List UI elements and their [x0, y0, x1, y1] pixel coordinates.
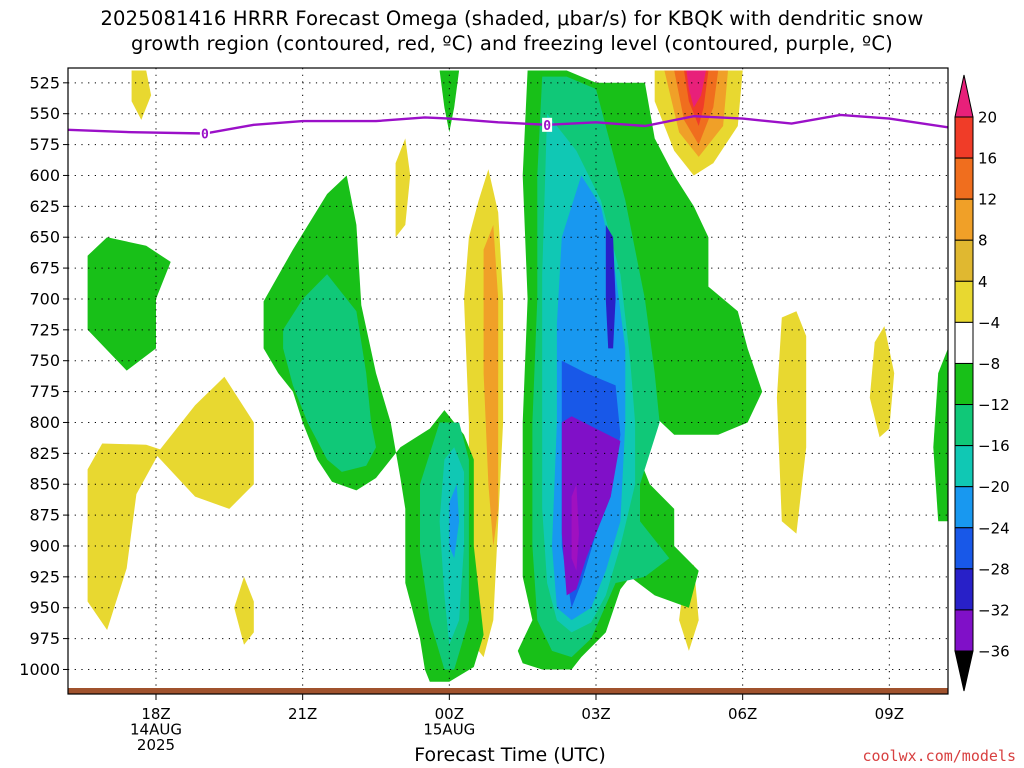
colorbar-box-9 [954, 486, 974, 529]
title-line-2: growth region (contoured, red, ºC) and f… [131, 32, 893, 55]
x-tick-label-18Z-0: 18Z [141, 705, 170, 723]
omega-area-pos4-c [156, 376, 254, 509]
y-tick-label-725: 725 [29, 320, 60, 339]
freezing-label-0: 0 [201, 127, 209, 142]
title-line-1: 2025081416 HRRR Forecast Omega (shaded, … [100, 7, 924, 30]
colorbar-box-2 [954, 198, 974, 241]
colorbar-bottom-triangle [954, 650, 974, 692]
freezing-label-bg-1 [542, 117, 553, 132]
colorbar-label-9: −20 [978, 478, 1010, 496]
x-tick-label-00Z-1: 15AUG [423, 721, 475, 739]
freezing-label-1: 0 [543, 119, 551, 134]
omega-area-neg32-e [571, 484, 579, 571]
x-tick-label-21Z-0: 21Z [288, 705, 317, 723]
omega-area-pos4-d [234, 576, 254, 645]
colorbar-box-8 [954, 445, 974, 488]
omega-area-pos4-j [869, 326, 895, 438]
x-tick-label-00Z-0: 00Z [435, 705, 464, 723]
pressure-gridlines [68, 68, 948, 688]
colorbar-box-5 [954, 321, 974, 364]
y-tick-label-750: 750 [29, 351, 60, 370]
y-tick-label-550: 550 [29, 104, 60, 123]
colorbar-label-4: 4 [978, 273, 988, 291]
colorbar-label-1: 16 [978, 150, 997, 168]
colorbar-box-3 [954, 239, 974, 282]
omega-area-neg24-e [605, 224, 616, 349]
colorbar-box-4 [954, 280, 974, 323]
y-tick-label-650: 650 [29, 228, 60, 247]
x-tick-label-18Z-2: 2025 [137, 736, 175, 754]
colorbar-label-5: −4 [978, 314, 1000, 332]
colorbar-top-triangle [954, 74, 974, 118]
colorbar-box-6 [954, 362, 974, 406]
freezing-label-bg-0 [199, 126, 210, 141]
freezing-level-contour: 00 [68, 113, 948, 142]
x-tick-label-18Z-1: 14AUG [130, 721, 182, 739]
colorbar-label-2: 12 [978, 191, 997, 209]
pressure-axis: 525 550 575 600 625 650 675 700 725 750 775 800 825 8… [19, 73, 68, 679]
y-tick-label-600: 600 [29, 166, 60, 185]
omega-area-neg4-a [87, 237, 171, 371]
source-credit: coolwx.com/models [862, 747, 1016, 765]
colorbar-label-8: −16 [978, 437, 1010, 455]
y-tick-label-900: 900 [29, 536, 60, 555]
colorbar-box-0 [954, 116, 974, 159]
colorbar-label-10: −24 [978, 519, 1010, 537]
colorbar-label-0: 20 [978, 109, 997, 127]
y-tick-label-950: 950 [29, 598, 60, 617]
omega-area-pos4-i [776, 311, 807, 534]
y-tick-label-700: 700 [29, 289, 60, 308]
y-tick-label-575: 575 [29, 135, 60, 154]
omega-shading [87, 70, 948, 682]
omega-area-pos20-g [686, 70, 706, 108]
colorbar-label-11: −28 [978, 560, 1010, 578]
colorbar-label-13: −36 [978, 643, 1010, 661]
y-tick-label-1000: 1000 [19, 660, 60, 679]
y-tick-label-975: 975 [29, 629, 60, 648]
omega-area-pos8-f [483, 224, 499, 546]
y-tick-label-675: 675 [29, 259, 60, 278]
omega-area-pos4-b [87, 443, 161, 630]
freezing-level-line [68, 113, 948, 135]
x-tick-label-03Z-0: 03Z [581, 705, 610, 723]
omega-area-neg16-c [449, 484, 460, 559]
colorbar-box-1 [954, 157, 974, 200]
ground-surface-bar [68, 688, 948, 694]
colorbar-box-11 [954, 568, 974, 611]
y-tick-label-875: 875 [29, 506, 60, 525]
x-tick-label-06Z-0: 06Z [728, 705, 757, 723]
omega-colorbar: 20 16 12 8 4 −4 −8 −12 −16 −20 −24 −28 −32 −36 [954, 74, 1010, 692]
colorbar-label-3: 8 [978, 232, 988, 250]
y-tick-label-850: 850 [29, 475, 60, 494]
colorbar-box-10 [954, 527, 974, 570]
chart-title: 2025081416 HRRR Forecast Omega (shaded, … [0, 6, 1024, 56]
y-tick-label-625: 625 [29, 197, 60, 216]
y-tick-label-775: 775 [29, 382, 60, 401]
y-tick-label-925: 925 [29, 567, 60, 586]
colorbar-box-7 [954, 404, 974, 447]
y-tick-label-825: 825 [29, 444, 60, 463]
x-axis-title: Forecast Time (UTC) [414, 744, 606, 766]
plot-frame [67, 67, 949, 695]
omega-area-neg8-b [283, 274, 376, 472]
colorbar-label-12: −32 [978, 601, 1010, 619]
colorbar-label-6: −8 [978, 355, 1000, 373]
y-tick-label-800: 800 [29, 413, 60, 432]
y-tick-label-525: 525 [29, 73, 60, 92]
colorbar-label-7: −12 [978, 396, 1010, 414]
omega-area-neg4-f [933, 348, 948, 522]
omega-area-pos4-a [131, 70, 152, 120]
omega-area-neg4-d [439, 70, 460, 133]
x-tick-label-09Z-0: 09Z [875, 705, 904, 723]
omega-area-pos4-e [395, 138, 411, 238]
colorbar-box-12 [954, 609, 974, 652]
